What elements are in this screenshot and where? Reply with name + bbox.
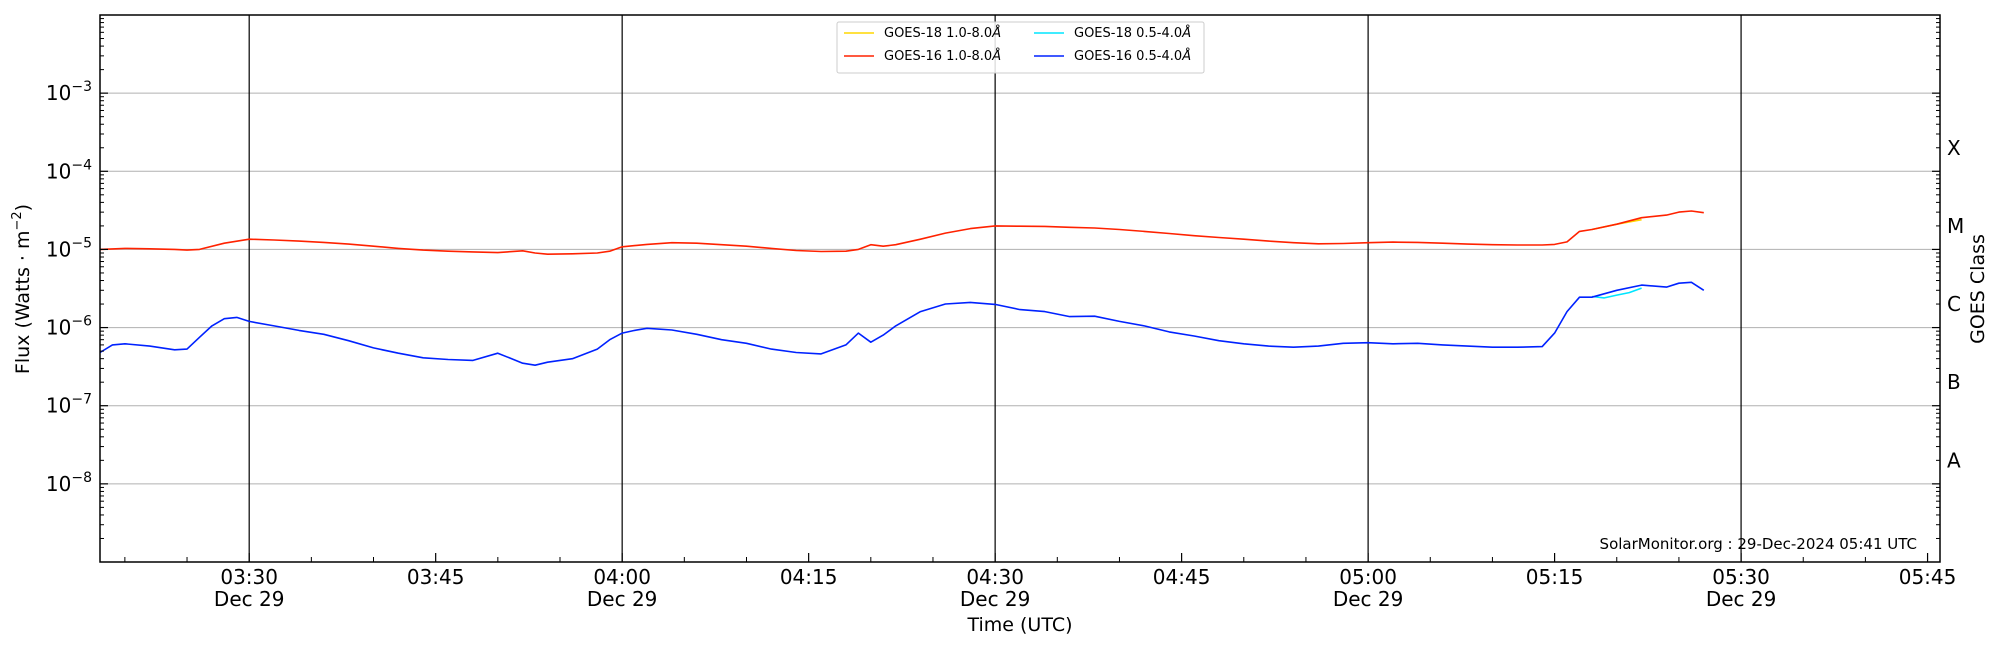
- series-line-2: [1591, 287, 1642, 299]
- legend-label-text: GOES-16 0.5-4.0: [1074, 49, 1182, 64]
- y-tick-label: 10−8: [46, 470, 92, 496]
- y-tick-label: 10−7: [46, 392, 92, 418]
- x-tick-date-label: Dec 29: [1706, 587, 1777, 611]
- x-tick-label: 04:15: [780, 565, 838, 589]
- goes-class-b: B: [1947, 370, 1961, 394]
- watermark: SolarMonitor.org : 29-Dec-2024 05:41 UTC: [1600, 535, 1917, 553]
- y-tick-exponent: −4: [71, 157, 92, 173]
- x-tick-label: 03:30: [220, 565, 278, 589]
- x-tick-label: 05:15: [1526, 565, 1584, 589]
- legend-label: GOES-18 0.5-4.0Å: [1074, 25, 1191, 41]
- x-tick-date-label: Dec 29: [214, 587, 285, 611]
- legend-label-text: GOES-18 1.0-8.0: [884, 26, 992, 41]
- plot-frame: [99, 14, 1941, 563]
- x-tick-date-label: Dec 29: [587, 587, 658, 611]
- x-tick-label: 05:00: [1339, 565, 1397, 589]
- y-tick-exponent: −6: [71, 314, 92, 330]
- goes-class-x: X: [1947, 136, 1961, 160]
- y-tick-exponent: −3: [71, 79, 92, 95]
- y-axis-label-main: Flux (Watts · m: [12, 231, 34, 375]
- y-axis-label: Flux (Watts · m−2): [10, 204, 34, 374]
- legend-label-unit: Å: [1181, 25, 1191, 41]
- y-tick-label: 10−5: [46, 235, 92, 261]
- y-tick-label: 10−6: [46, 314, 92, 340]
- x-tick-date-label: Dec 29: [1333, 587, 1404, 611]
- x-tick-date-label: Dec 29: [960, 587, 1031, 611]
- y-tick-exponent: −8: [71, 470, 92, 486]
- x-tick-label: 04:30: [966, 565, 1024, 589]
- y-tick-exponent: −7: [71, 392, 92, 408]
- series-lines: [99, 210, 1705, 367]
- y-tick-label: 10−3: [46, 79, 92, 105]
- goes-class-c: C: [1947, 292, 1961, 316]
- legend-label: GOES-16 1.0-8.0Å: [884, 48, 1001, 64]
- y-tick-base: 10: [46, 81, 71, 105]
- y-axis-label-close: ): [12, 204, 34, 211]
- y-tick-base: 10: [46, 472, 71, 496]
- goes-class-a: A: [1947, 448, 1961, 472]
- goes-class-labels: X M C B A: [1947, 136, 1964, 473]
- legend-label-unit: Å: [1181, 48, 1191, 64]
- x-tick-label: 05:45: [1899, 565, 1957, 589]
- legend-box: [836, 21, 1205, 74]
- y-tick-label: 10−4: [46, 157, 92, 183]
- x-tick-label: 05:30: [1712, 565, 1770, 589]
- legend-label: GOES-16 0.5-4.0Å: [1074, 48, 1191, 64]
- legend-label-unit: Å: [991, 48, 1001, 64]
- legend-label: GOES-18 1.0-8.0Å: [884, 25, 1001, 41]
- legend-label-unit: Å: [991, 25, 1001, 41]
- y-axis-label-exponent: −2: [10, 211, 25, 230]
- legend: GOES-18 1.0-8.0Å GOES-18 0.5-4.0ÅGOES-16 …: [836, 21, 1205, 74]
- series-line-4: [99, 281, 1705, 367]
- x-tick-label: 03:45: [407, 565, 465, 589]
- y-tick-base: 10: [46, 237, 71, 261]
- y-tick-base: 10: [46, 159, 71, 183]
- legend-label-text: GOES-16 1.0-8.0: [884, 49, 992, 64]
- goes-class-m: M: [1947, 214, 1964, 238]
- date-marker-lines: [248, 15, 1742, 562]
- legend-label-text: GOES-18 0.5-4.0: [1074, 26, 1182, 41]
- x-tick-label: 04:00: [593, 565, 651, 589]
- series-line-3: [99, 210, 1704, 255]
- grid-lines: [100, 92, 1940, 485]
- y-tick-base: 10: [46, 316, 71, 340]
- y-axis-ticks: 10−810−710−610−510−410−3: [46, 18, 1940, 539]
- y-tick-exponent: −5: [71, 235, 92, 251]
- goes-class-axis-label: GOES Class: [1967, 234, 1989, 344]
- y-tick-base: 10: [46, 394, 71, 418]
- x-axis-label: Time (UTC): [966, 614, 1072, 636]
- x-tick-label: 04:45: [1153, 565, 1211, 589]
